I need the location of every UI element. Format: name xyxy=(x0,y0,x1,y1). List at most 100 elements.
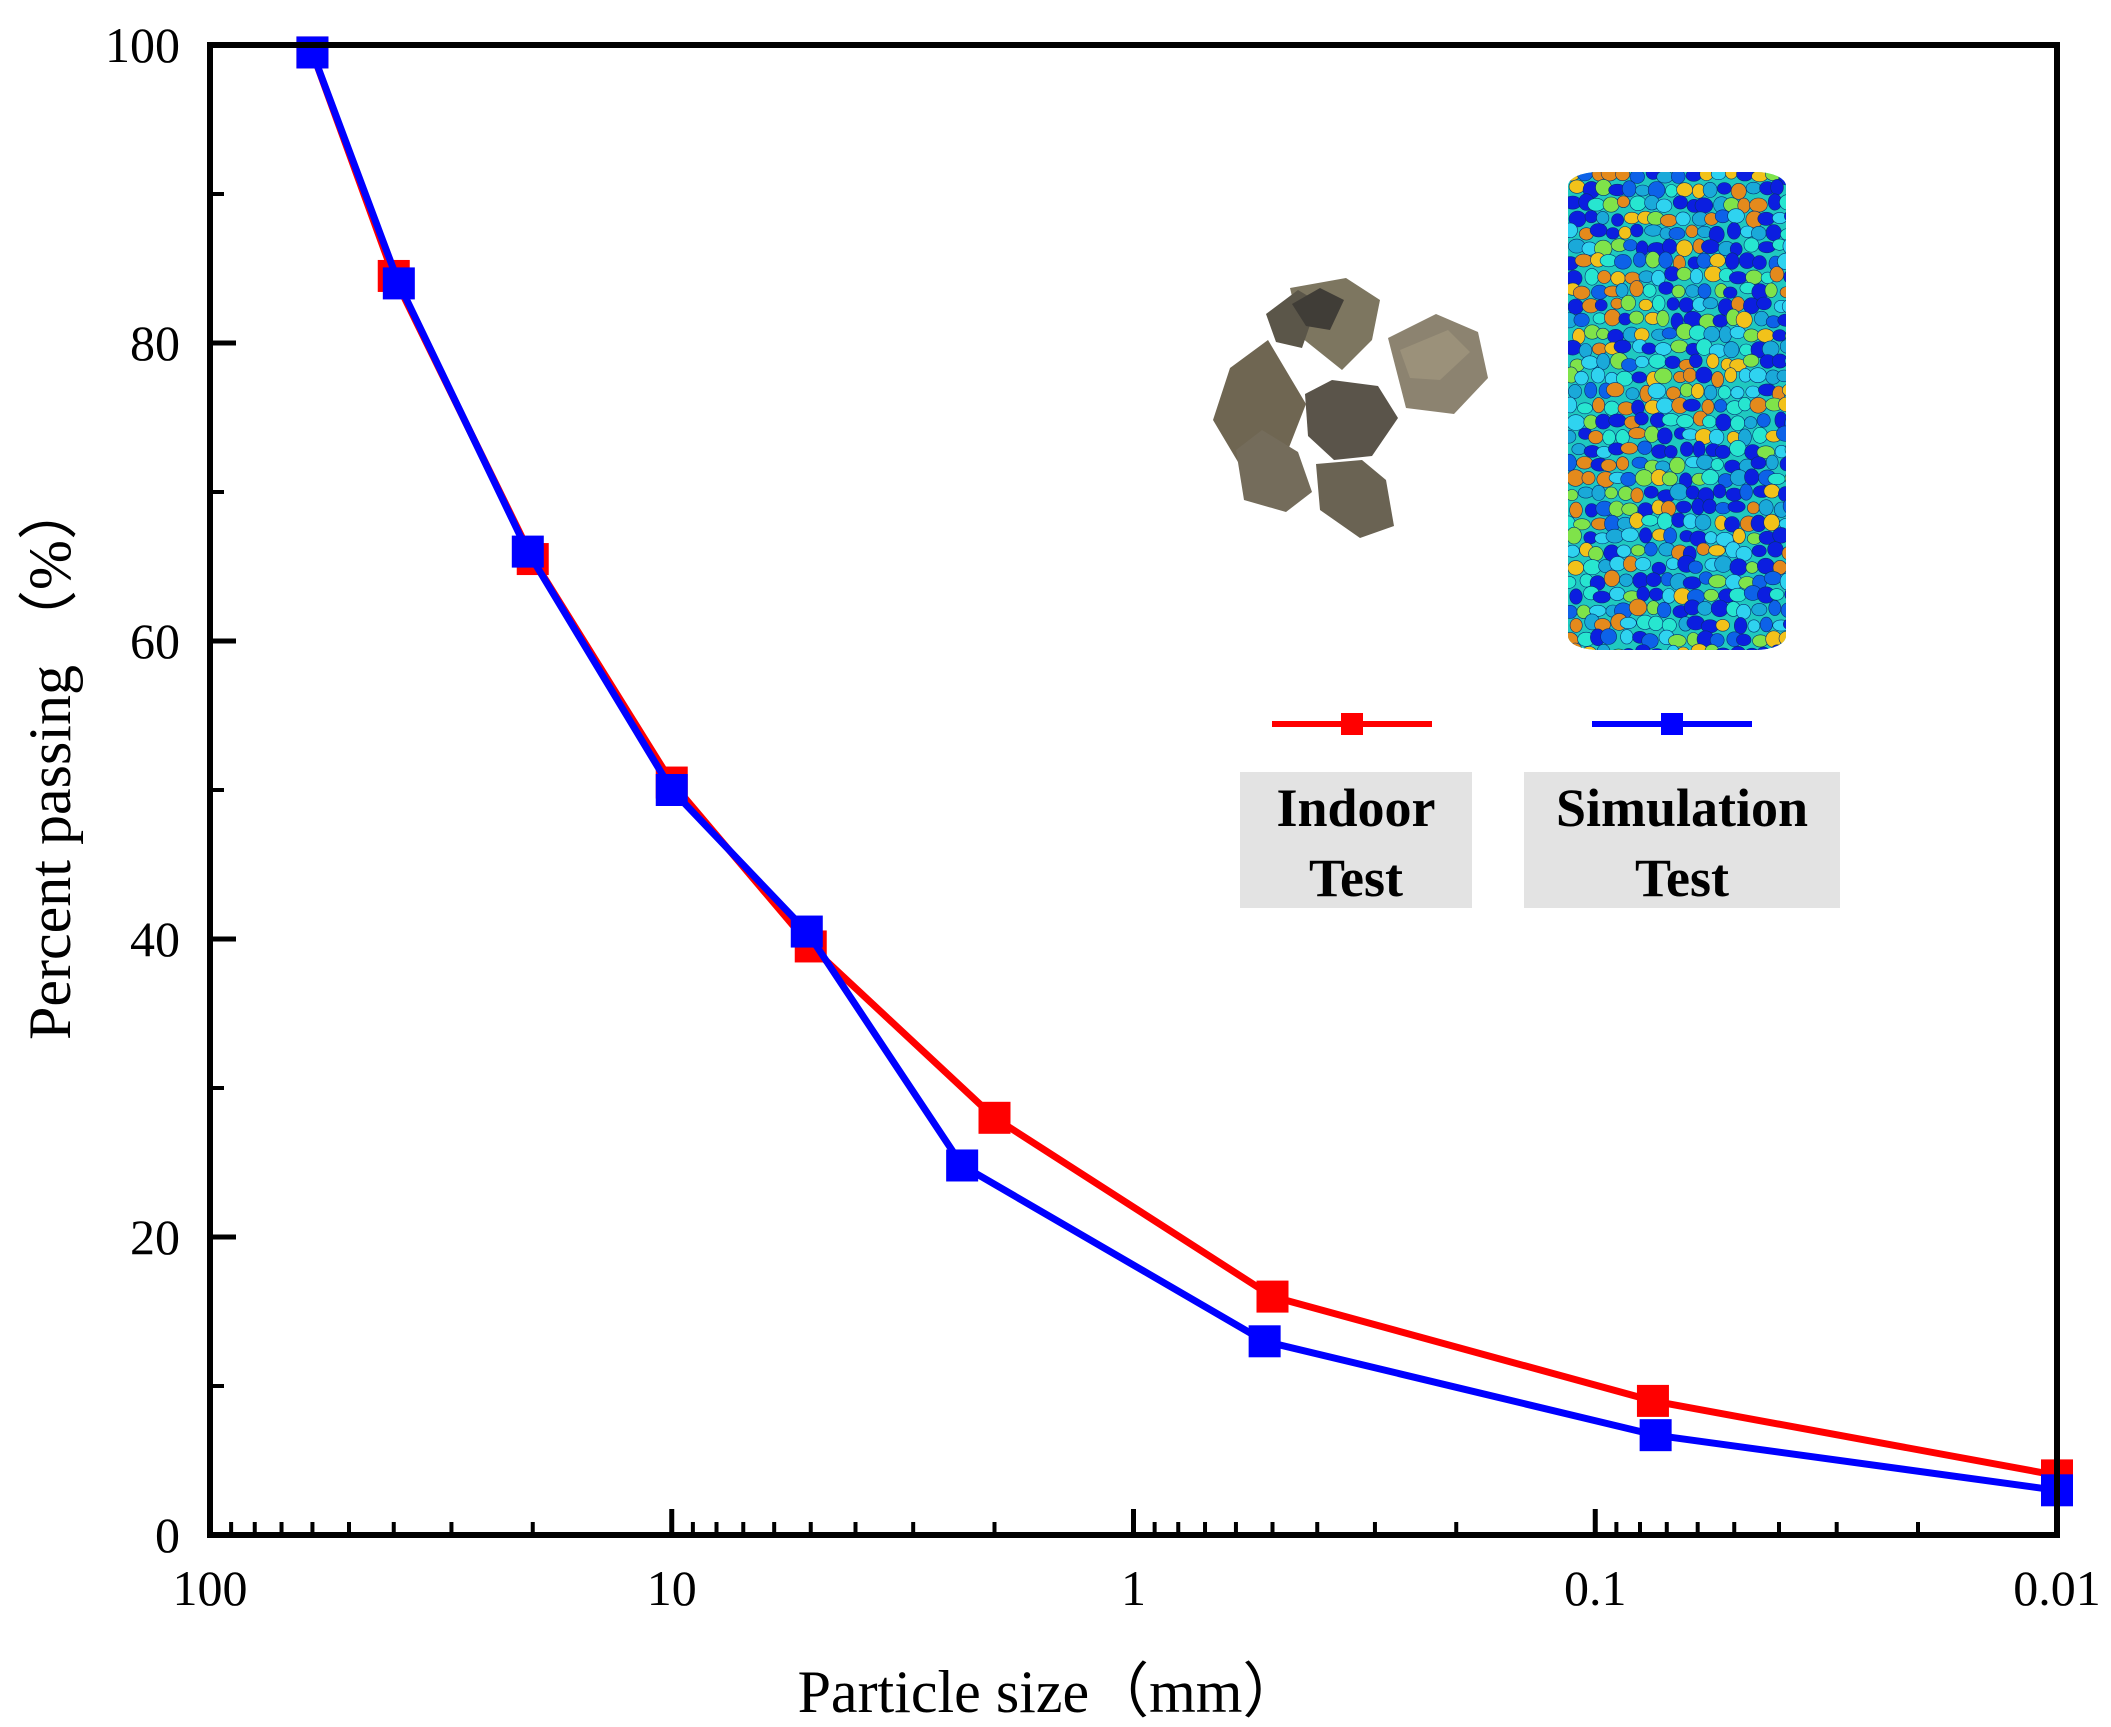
cylinder-particle xyxy=(1600,459,1617,472)
cylinder-particle xyxy=(1634,557,1651,571)
cylinder-particle xyxy=(1744,468,1760,486)
cylinder-particle xyxy=(1685,224,1699,238)
cylinder-particle xyxy=(1682,398,1701,412)
cylinder-particle xyxy=(1729,558,1748,576)
cylinder-particle xyxy=(1569,588,1583,605)
cylinder-particle xyxy=(1633,251,1647,268)
x-axis-title: Particle size（mm） xyxy=(798,1659,1303,1725)
cylinder-particle xyxy=(1581,471,1596,485)
cylinder-particle xyxy=(1685,172,1702,182)
cylinder-particle xyxy=(1657,427,1673,445)
x-tick-label: 100 xyxy=(173,1560,248,1616)
cylinder-particle xyxy=(1751,603,1768,617)
x-axis-ticks: 100 10 1 0.1 0.01 xyxy=(173,1509,2101,1616)
cylinder-particle xyxy=(1625,387,1640,401)
cylinder-particle xyxy=(1668,634,1687,648)
cylinder-particle xyxy=(1708,574,1727,589)
cylinder-particle xyxy=(1621,180,1637,198)
cylinder-particle xyxy=(1725,172,1738,180)
cylinder-particle xyxy=(1604,309,1621,327)
cylinder-particle xyxy=(1711,371,1724,388)
cylinder-particle xyxy=(1621,358,1638,372)
cylinder-particle xyxy=(1745,181,1762,195)
cylinder-particle xyxy=(1666,557,1680,570)
cylinder-particle xyxy=(1708,429,1725,446)
cylinder-particle xyxy=(1581,646,1598,650)
cylinder-particle xyxy=(1587,198,1606,212)
cylinder-particle xyxy=(1706,353,1720,369)
cylinder-particle xyxy=(1642,283,1657,298)
cylinder-particle xyxy=(1771,353,1786,369)
marker-simulation xyxy=(382,267,415,300)
cylinder-particle xyxy=(1745,561,1759,574)
cylinder-particle xyxy=(1604,400,1620,416)
cylinder-particle xyxy=(1778,396,1786,413)
cylinder-particle xyxy=(1596,352,1610,370)
cylinder-particle xyxy=(1661,327,1678,340)
cylinder-particle xyxy=(1770,179,1784,196)
cylinder-particle xyxy=(1581,355,1599,370)
cylinder-particle xyxy=(1647,382,1667,399)
cylinder-particle xyxy=(1784,470,1786,487)
cylinder-particle xyxy=(1629,280,1644,297)
cylinder-particle xyxy=(1785,642,1786,650)
cylinder-particle xyxy=(1568,526,1582,545)
cylinder-particle xyxy=(1620,442,1638,455)
legend-label-indoor-line2: Test xyxy=(1309,848,1403,908)
legend-label-simulation-line2: Test xyxy=(1635,848,1729,908)
cylinder-particle xyxy=(1609,586,1626,601)
cylinder-particle xyxy=(1664,355,1681,369)
cylinder-particle xyxy=(1757,211,1775,226)
cylinder-particle xyxy=(1742,354,1760,368)
cylinder-particle xyxy=(1703,588,1719,602)
cylinder-particle xyxy=(1736,172,1754,182)
cylinder-particle xyxy=(1589,223,1608,238)
cylinder-particle xyxy=(1776,425,1786,442)
y-tick-label: 100 xyxy=(105,17,180,73)
marker-simulation xyxy=(790,915,823,948)
cylinder-particle xyxy=(1787,183,1800,197)
cylinder-particle xyxy=(1639,527,1653,544)
cylinder-particle xyxy=(1773,299,1786,313)
cylinder-particle xyxy=(1749,397,1768,414)
cylinder-particle xyxy=(1781,545,1786,561)
legend: Indoor Test Simulation Test xyxy=(1240,713,1840,908)
cylinder-particle xyxy=(1616,544,1632,558)
cylinder-particle xyxy=(1701,239,1720,254)
cylinder-particle xyxy=(1576,456,1594,470)
cylinder-particle xyxy=(1682,576,1702,590)
cylinder-particle xyxy=(1676,646,1690,650)
cylinder-particle xyxy=(1568,429,1577,444)
cylinder-particle xyxy=(1663,527,1677,545)
y-tick-label: 80 xyxy=(130,315,180,371)
cylinder-particle xyxy=(1635,355,1650,368)
cylinder-particle xyxy=(1614,254,1632,270)
cylinder-particle xyxy=(1715,413,1732,431)
cylinder-particle xyxy=(1764,282,1778,298)
cylinder-particle xyxy=(1630,544,1646,557)
cylinder-particle xyxy=(1654,367,1673,385)
cylinder-particle xyxy=(1659,214,1678,228)
cylinder-particle xyxy=(1662,588,1676,604)
cylinder-particle xyxy=(1671,284,1686,299)
y-axis-title: Percent passing （%） xyxy=(17,480,83,1040)
cylinder-particle xyxy=(1678,297,1695,313)
cylinder-particle xyxy=(1779,572,1786,591)
cylinder-particle xyxy=(1758,499,1774,516)
cylinder-particle xyxy=(1568,544,1580,558)
cylinder-particle xyxy=(1724,367,1737,383)
series-line-simulation xyxy=(309,51,2058,1494)
cylinder-particle xyxy=(1621,527,1639,542)
y-tick-label: 20 xyxy=(130,1209,180,1265)
cylinder-particle xyxy=(1704,531,1718,545)
cylinder-particle xyxy=(1637,440,1653,455)
cylinder-particle xyxy=(1577,402,1593,415)
cylinder-particle xyxy=(1648,353,1667,369)
cylinder-particle xyxy=(1631,371,1648,384)
cylinder-particle xyxy=(1584,210,1598,224)
cylinder-particle xyxy=(1702,297,1719,310)
cylinder-particle xyxy=(1696,252,1712,269)
cylinder-particle xyxy=(1590,367,1606,384)
cylinder-particle xyxy=(1568,632,1579,650)
